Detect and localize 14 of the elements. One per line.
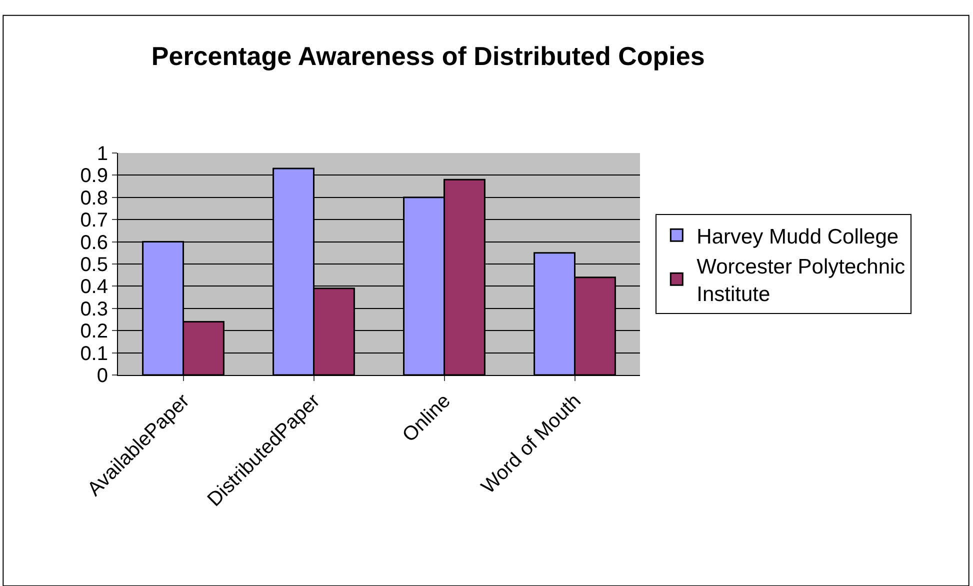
y-tick-label: 0.5 — [80, 254, 108, 276]
chart-title: Percentage Awareness of Distributed Copies — [151, 41, 705, 72]
y-tick-label: 0 — [96, 365, 108, 387]
y-tick-label: 0.9 — [80, 165, 108, 188]
y-tick-label: 0.4 — [80, 276, 108, 298]
y-tick-label: 0.7 — [80, 210, 108, 232]
y-tick-label: 0.3 — [80, 298, 108, 320]
y-tick-label: 0.8 — [80, 187, 108, 210]
y-tick-label: 0.1 — [80, 342, 108, 365]
legend-label: Worcester Polytechnic Institute — [696, 256, 906, 306]
y-tick-label: 1 — [96, 143, 108, 165]
y-tick-label: 0.6 — [80, 232, 108, 254]
y-tick-label: 0.2 — [80, 320, 108, 343]
legend-label: Harvey Mudd College — [696, 225, 899, 248]
